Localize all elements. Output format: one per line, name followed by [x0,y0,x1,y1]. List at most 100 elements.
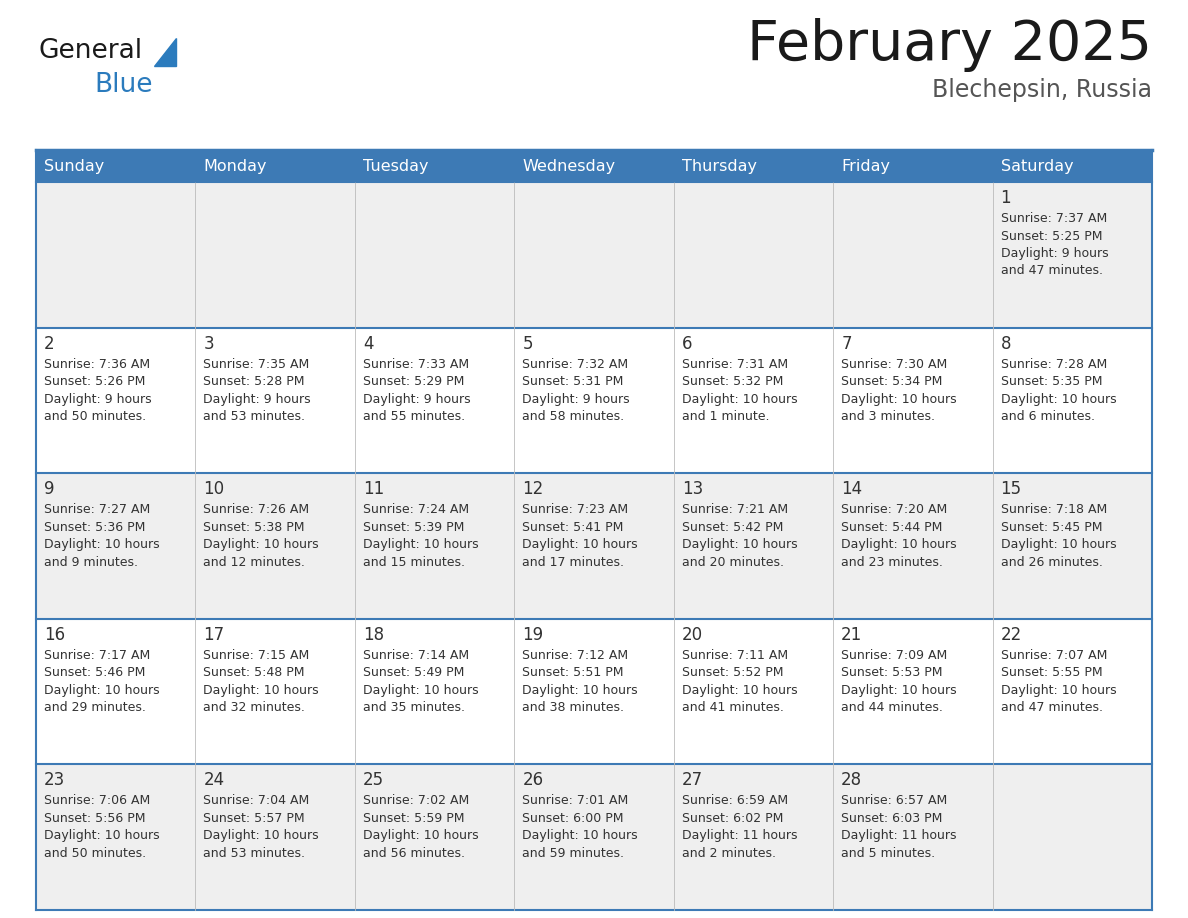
Text: Sunset: 5:52 PM: Sunset: 5:52 PM [682,666,783,679]
Text: 24: 24 [203,771,225,789]
Text: Daylight: 11 hours: Daylight: 11 hours [841,829,956,843]
Bar [196,150,355,182]
Text: Daylight: 9 hours: Daylight: 9 hours [203,393,311,406]
Text: Sunrise: 7:33 AM: Sunrise: 7:33 AM [362,358,469,371]
Text: Sunrise: 7:17 AM: Sunrise: 7:17 AM [44,649,150,662]
Text: 5: 5 [523,334,532,353]
Text: Sunset: 5:26 PM: Sunset: 5:26 PM [44,375,145,388]
Text: and 6 minutes.: and 6 minutes. [1000,410,1094,423]
Text: Sunset: 5:44 PM: Sunset: 5:44 PM [841,521,942,533]
Text: 16: 16 [44,626,65,644]
Text: Sunrise: 7:35 AM: Sunrise: 7:35 AM [203,358,310,371]
Text: Sunset: 5:57 PM: Sunset: 5:57 PM [203,812,305,825]
Text: 10: 10 [203,480,225,498]
Text: 28: 28 [841,771,862,789]
Text: Blue: Blue [94,72,152,98]
Text: 13: 13 [682,480,703,498]
Text: Sunset: 5:53 PM: Sunset: 5:53 PM [841,666,942,679]
Text: Sunset: 5:56 PM: Sunset: 5:56 PM [44,812,145,825]
Bar [196,182,355,328]
Text: 21: 21 [841,626,862,644]
Bar [514,765,674,910]
Text: and 58 minutes.: and 58 minutes. [523,410,625,423]
Text: 26: 26 [523,771,543,789]
Bar [36,765,196,910]
Bar [355,765,514,910]
Text: 8: 8 [1000,334,1011,353]
Text: Sunrise: 7:07 AM: Sunrise: 7:07 AM [1000,649,1107,662]
Text: 11: 11 [362,480,384,498]
Text: Daylight: 10 hours: Daylight: 10 hours [1000,538,1117,551]
Text: and 3 minutes.: and 3 minutes. [841,410,935,423]
Text: and 53 minutes.: and 53 minutes. [203,410,305,423]
Bar [833,619,992,765]
Bar [514,150,674,182]
Text: Daylight: 9 hours: Daylight: 9 hours [523,393,630,406]
Text: and 9 minutes.: and 9 minutes. [44,555,138,568]
Bar [355,619,514,765]
Text: Daylight: 10 hours: Daylight: 10 hours [44,829,159,843]
Text: and 47 minutes.: and 47 minutes. [1000,701,1102,714]
Text: Daylight: 10 hours: Daylight: 10 hours [682,393,797,406]
Text: Daylight: 10 hours: Daylight: 10 hours [523,538,638,551]
Text: and 32 minutes.: and 32 minutes. [203,701,305,714]
Text: Daylight: 10 hours: Daylight: 10 hours [44,684,159,697]
Text: and 50 minutes.: and 50 minutes. [44,847,146,860]
Bar [36,150,196,182]
Text: Sunrise: 7:32 AM: Sunrise: 7:32 AM [523,358,628,371]
Bar [36,328,196,473]
Bar [992,765,1152,910]
Text: 14: 14 [841,480,862,498]
Text: and 20 minutes.: and 20 minutes. [682,555,784,568]
Text: 3: 3 [203,334,214,353]
Text: and 5 minutes.: and 5 minutes. [841,847,935,860]
Text: Daylight: 10 hours: Daylight: 10 hours [682,684,797,697]
Text: and 53 minutes.: and 53 minutes. [203,847,305,860]
Bar [36,619,196,765]
Text: and 17 minutes.: and 17 minutes. [523,555,624,568]
Bar [514,619,674,765]
Text: Sunset: 5:46 PM: Sunset: 5:46 PM [44,666,145,679]
Bar [992,473,1152,619]
Text: Sunrise: 7:02 AM: Sunrise: 7:02 AM [362,794,469,808]
Text: 17: 17 [203,626,225,644]
Text: Sunset: 5:39 PM: Sunset: 5:39 PM [362,521,465,533]
Text: Sunrise: 7:31 AM: Sunrise: 7:31 AM [682,358,788,371]
Text: Sunrise: 7:36 AM: Sunrise: 7:36 AM [44,358,150,371]
Bar [833,473,992,619]
Text: Sunset: 5:55 PM: Sunset: 5:55 PM [1000,666,1102,679]
Text: Monday: Monday [203,159,267,174]
Text: Sunrise: 7:26 AM: Sunrise: 7:26 AM [203,503,310,516]
Text: Friday: Friday [841,159,890,174]
Text: Daylight: 9 hours: Daylight: 9 hours [1000,247,1108,260]
Bar [196,765,355,910]
Text: Saturday: Saturday [1000,159,1073,174]
Bar [355,473,514,619]
Text: Daylight: 9 hours: Daylight: 9 hours [44,393,152,406]
Text: Daylight: 10 hours: Daylight: 10 hours [1000,684,1117,697]
Text: Daylight: 10 hours: Daylight: 10 hours [841,538,956,551]
Text: Sunset: 5:59 PM: Sunset: 5:59 PM [362,812,465,825]
Bar [674,619,833,765]
Text: Tuesday: Tuesday [362,159,429,174]
Text: Sunrise: 7:09 AM: Sunrise: 7:09 AM [841,649,947,662]
Bar [674,473,833,619]
Text: and 41 minutes.: and 41 minutes. [682,701,784,714]
Bar [674,150,833,182]
Bar [992,328,1152,473]
Bar [833,150,992,182]
Text: Daylight: 10 hours: Daylight: 10 hours [523,829,638,843]
Bar [992,619,1152,765]
Text: Daylight: 10 hours: Daylight: 10 hours [362,684,479,697]
Text: Sunrise: 7:01 AM: Sunrise: 7:01 AM [523,794,628,808]
Text: Sunrise: 7:15 AM: Sunrise: 7:15 AM [203,649,310,662]
Text: Daylight: 10 hours: Daylight: 10 hours [841,393,956,406]
Bar [514,473,674,619]
Text: 7: 7 [841,334,852,353]
Text: Daylight: 11 hours: Daylight: 11 hours [682,829,797,843]
Text: Sunset: 5:31 PM: Sunset: 5:31 PM [523,375,624,388]
Text: Daylight: 10 hours: Daylight: 10 hours [523,684,638,697]
Text: Sunset: 5:36 PM: Sunset: 5:36 PM [44,521,145,533]
Text: Sunset: 5:34 PM: Sunset: 5:34 PM [841,375,942,388]
Text: Daylight: 10 hours: Daylight: 10 hours [203,538,320,551]
